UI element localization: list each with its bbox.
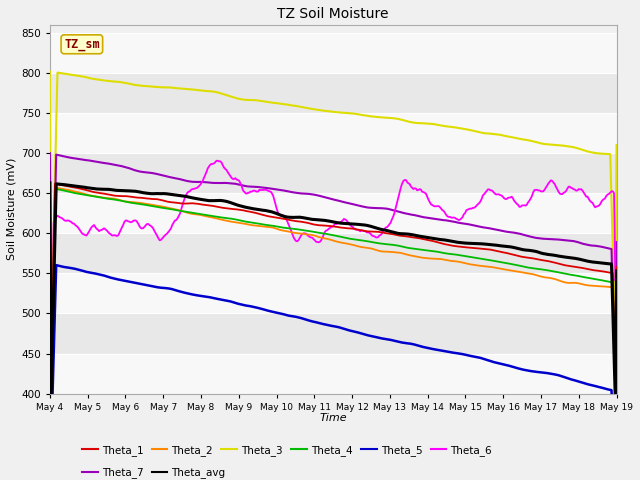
Theta_2 [46,184,54,190]
Theta_avg [141,190,148,196]
Line: Theta_7: Theta_7 [50,153,616,389]
Theta_5 [141,282,148,288]
Theta_2 [611,391,619,397]
Theta_2 [612,282,620,288]
Theta_4 [612,285,620,291]
Line: Theta_2: Theta_2 [50,187,616,394]
Theta_1 [612,264,620,270]
Bar [50,113,616,153]
Theta_5 [365,333,373,338]
Theta_3 [456,125,464,131]
Theta_1 [141,195,148,201]
Line: Theta_avg: Theta_avg [50,183,616,399]
Theta_avg [46,180,54,186]
Theta_1 [604,269,612,275]
Theta_5 [109,276,117,281]
Theta_1 [109,192,117,198]
Title: TZ Soil Moisture: TZ Soil Moisture [278,7,389,21]
Theta_7 [612,239,620,245]
X-axis label: Time: Time [319,413,347,423]
Theta_4 [141,202,148,208]
Theta_4 [46,186,54,192]
Theta_7 [109,162,117,168]
Theta_1 [611,381,619,386]
Theta_6 [46,229,54,235]
Theta_7 [365,205,373,211]
Theta_5 [612,379,620,384]
Theta_6 [47,384,55,390]
Theta_5 [46,261,54,266]
Theta_4 [611,388,619,394]
Theta_3 [589,150,596,156]
Bar [50,313,616,354]
Theta_6 [368,232,376,238]
Theta_3 [109,79,117,84]
Theta_3 [612,142,620,148]
Bar [50,153,616,193]
Line: Theta_1: Theta_1 [50,183,616,384]
Theta_3 [604,151,612,157]
Legend: Theta_7, Theta_avg: Theta_7, Theta_avg [78,463,230,480]
Theta_2 [109,196,117,202]
Theta_6 [612,272,620,278]
Bar [50,33,616,73]
Bar [50,354,616,394]
Theta_6 [142,222,150,228]
Bar [50,193,616,233]
Line: Theta_5: Theta_5 [50,264,616,480]
Bar [50,233,616,274]
Theta_7 [456,220,464,226]
Theta_7 [141,169,148,175]
Theta_7 [46,150,54,156]
Theta_1 [365,228,373,234]
Theta_4 [589,276,596,282]
Theta_avg [589,259,596,265]
Theta_6 [591,204,599,210]
Text: TZ_sm: TZ_sm [64,38,100,51]
Theta_4 [604,278,612,284]
Theta_2 [365,245,373,251]
Theta_3 [611,338,619,344]
Theta_2 [456,259,464,265]
Bar [50,73,616,113]
Theta_6 [111,232,118,238]
Theta_6 [459,214,467,220]
Theta_avg [611,396,619,402]
Theta_3 [141,83,148,89]
Theta_1 [589,267,596,273]
Theta_7 [611,386,619,392]
Theta_5 [456,351,464,357]
Line: Theta_6: Theta_6 [50,161,616,387]
Theta_4 [109,196,117,202]
Line: Theta_3: Theta_3 [50,72,616,341]
Theta_avg [604,261,612,266]
Theta_1 [456,244,464,250]
Theta_3 [365,113,373,119]
Theta_avg [109,187,117,193]
Theta_1 [46,180,54,186]
Theta_7 [604,245,612,251]
Theta_4 [365,239,373,244]
Theta_avg [456,240,464,245]
Theta_2 [604,284,612,289]
Theta_3 [46,69,54,74]
Theta_5 [589,383,596,388]
Y-axis label: Soil Moisture (mV): Soil Moisture (mV) [7,158,17,261]
Bar [50,274,616,313]
Theta_4 [456,252,464,258]
Theta_2 [589,283,596,288]
Theta_6 [214,158,221,164]
Theta_6 [607,190,614,195]
Theta_avg [365,223,373,229]
Line: Theta_4: Theta_4 [50,189,616,391]
Theta_2 [141,201,148,206]
Theta_avg [612,268,620,274]
Theta_7 [589,243,596,249]
Theta_5 [604,386,612,392]
